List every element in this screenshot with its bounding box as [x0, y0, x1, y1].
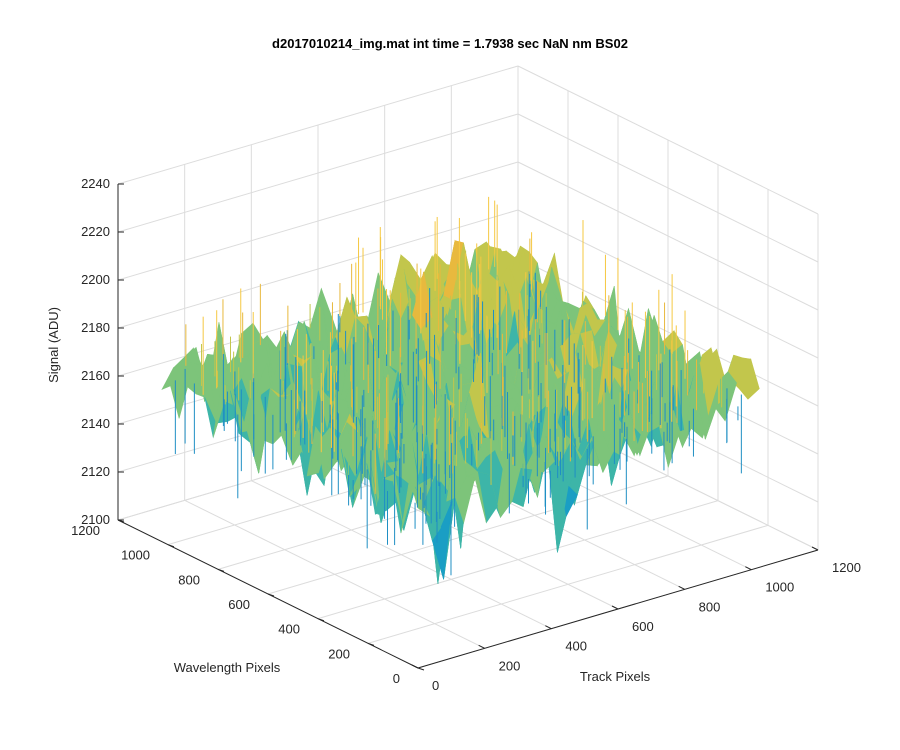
z-tick-label: 2120 — [81, 464, 110, 479]
x-tick-label: 1000 — [765, 580, 794, 595]
gridline — [317, 500, 719, 620]
y-tick-label: 0 — [393, 671, 400, 686]
x-axis-label: Track Pixels — [580, 669, 651, 684]
x-tick — [811, 546, 819, 551]
y-tick — [417, 667, 425, 671]
gridline — [267, 475, 669, 595]
x-tick-label: 1200 — [832, 560, 861, 575]
z-tick-label: 2140 — [81, 416, 110, 431]
z-tick-label: 2100 — [81, 512, 110, 527]
y-tick-label: 400 — [278, 622, 300, 637]
gridline — [367, 524, 769, 644]
y-tick — [317, 618, 325, 622]
y-tick — [117, 519, 125, 523]
x-tick-label: 600 — [632, 619, 654, 634]
tick-labels: 2100 2120 2140 2160 2180 2200 2220 2240 0 200 400 6… — [71, 176, 861, 693]
y-tick — [267, 593, 275, 597]
x-tick — [411, 664, 419, 669]
y-tick-label: 1200 — [71, 523, 100, 538]
z-tick-label: 2240 — [81, 176, 110, 191]
x-tick-label: 400 — [565, 639, 587, 654]
y-tick — [367, 642, 375, 646]
z-tick-label: 2180 — [81, 320, 110, 335]
x-tick — [478, 644, 485, 649]
y-tick-label: 1000 — [121, 548, 150, 563]
axes-lines — [117, 183, 819, 671]
x-tick-label: 0 — [432, 678, 439, 693]
x-tick-label: 800 — [699, 599, 721, 614]
y-tick-label: 600 — [228, 597, 250, 612]
x-tick — [611, 605, 619, 610]
y-tick — [167, 544, 175, 548]
z-tick-label: 2220 — [81, 224, 110, 239]
x-tick — [545, 625, 552, 630]
z-tick-label: 2160 — [81, 368, 110, 383]
surface-mesh — [161, 196, 760, 584]
x-tick-label: 200 — [499, 658, 521, 673]
z-tick-label: 2200 — [81, 272, 110, 287]
x-tick — [678, 585, 685, 590]
y-tick — [217, 568, 225, 572]
y-tick-label: 800 — [178, 572, 200, 587]
y-axis-label: Wavelength Pixels — [174, 660, 281, 675]
chart-title: d2017010214_img.mat int time = 1.7938 se… — [272, 36, 628, 51]
z-axis-label: Signal (ADU) — [46, 307, 61, 383]
x-tick — [745, 566, 752, 571]
y-tick-label: 200 — [328, 646, 350, 661]
